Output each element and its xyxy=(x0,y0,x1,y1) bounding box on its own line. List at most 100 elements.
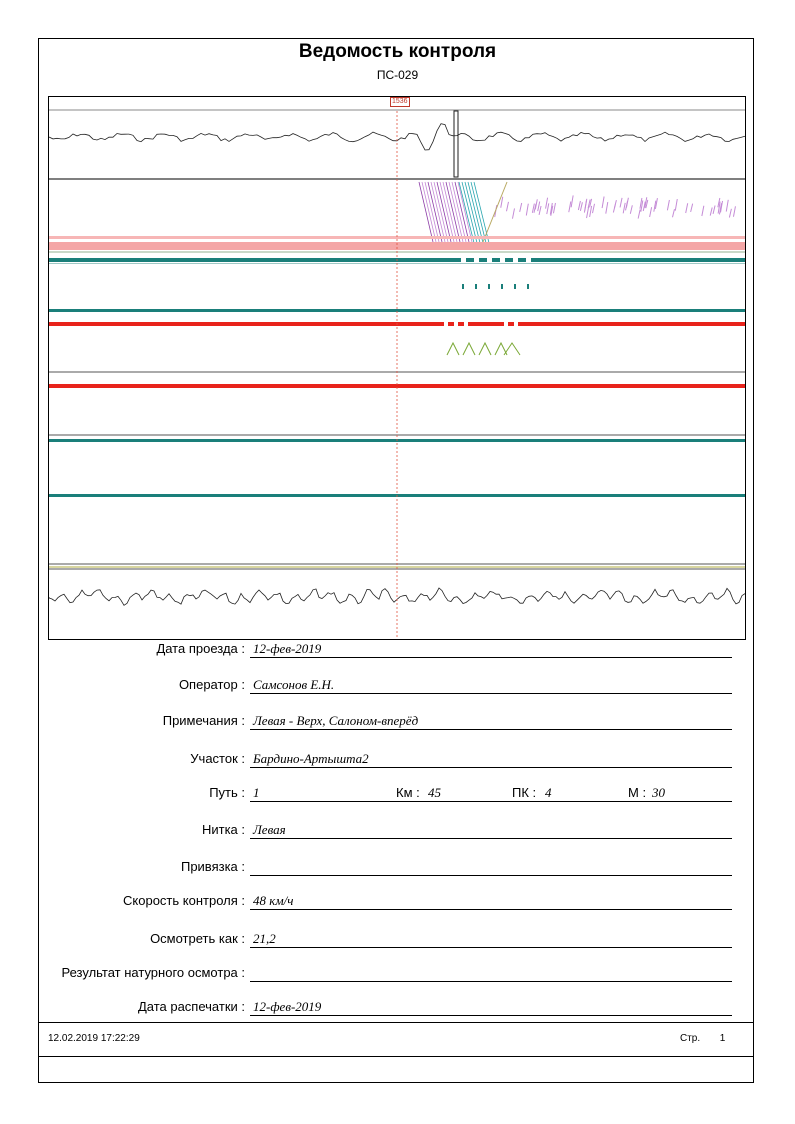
reflection-mark xyxy=(587,199,591,209)
m-value: 30 xyxy=(652,785,665,800)
page-number: 1 xyxy=(719,1033,726,1044)
field-underline xyxy=(250,729,732,730)
field-underline xyxy=(250,875,732,876)
echo-gap xyxy=(464,321,468,327)
field-operator: Оператор : Самсонов Е.Н. xyxy=(0,677,795,697)
reflection-mark xyxy=(552,202,556,214)
reflection-mark xyxy=(525,203,529,216)
pink-band xyxy=(49,236,745,239)
reflection-mark xyxy=(690,203,694,213)
reflection-mark xyxy=(644,197,648,208)
reflection-mark xyxy=(442,181,458,243)
pk-value: 4 xyxy=(545,785,552,800)
echo-dash xyxy=(501,284,503,289)
position-marker: 1536 xyxy=(390,97,410,107)
page-title: Ведомость контроля xyxy=(298,41,497,62)
echo-gap xyxy=(500,255,505,262)
field-value: Левая - Верх, Салоном-вперёд xyxy=(253,713,419,728)
chevron-mark xyxy=(446,341,460,356)
footer-printed-at: 12.02.2019 17:22:29 xyxy=(48,1033,140,1044)
field-underline xyxy=(250,909,732,910)
reflection-mark xyxy=(586,206,590,219)
reflection-mark xyxy=(550,205,554,216)
echo-gap xyxy=(487,255,492,262)
field-underline xyxy=(250,981,732,982)
field-value: Бардино-Артышта2 xyxy=(253,751,369,766)
reflection-mark xyxy=(577,200,581,211)
reflection-mark xyxy=(451,181,467,243)
reflection-mark xyxy=(640,200,644,212)
field-underline xyxy=(250,693,732,694)
field-underline xyxy=(250,767,732,768)
field-label: Результат натурного осмотра : xyxy=(61,965,246,980)
reflection-mark xyxy=(666,199,670,211)
echo-gap xyxy=(513,255,518,262)
field-label: Дата распечатки : xyxy=(137,999,245,1014)
reflection-mark xyxy=(589,205,593,218)
reflection-mark xyxy=(701,205,705,217)
reflection-mark xyxy=(418,181,434,243)
reflection-mark xyxy=(645,199,649,209)
echo-gap xyxy=(454,321,458,327)
page-label: Стр. xyxy=(680,1033,701,1044)
reflection-mark xyxy=(685,203,689,214)
reflection-mark xyxy=(725,199,729,212)
field-notes: Примечания : Левая - Верх, Салоном-вперё… xyxy=(0,713,795,733)
reflection-mark xyxy=(545,197,549,209)
chevron-mark xyxy=(503,342,521,356)
echo-gap xyxy=(444,321,448,327)
reflection-mark xyxy=(584,198,588,211)
reflection-mark xyxy=(519,202,523,212)
field-label: Привязка : xyxy=(180,859,245,874)
reflection-mark xyxy=(728,208,732,218)
field-label: Оператор : xyxy=(178,677,245,692)
reflection-mark xyxy=(448,181,464,243)
reflection-mark xyxy=(537,201,541,212)
pk-label: ПК : xyxy=(512,785,537,800)
km-label: Км : xyxy=(396,785,420,800)
field-print-date: Дата распечатки : 12-фев-2019 xyxy=(0,999,795,1019)
field-underline xyxy=(250,801,732,802)
field-value: 12-фев-2019 xyxy=(253,641,322,656)
echo-gap xyxy=(461,255,466,262)
reflection-mark xyxy=(445,181,461,243)
scan-chart xyxy=(48,96,746,640)
reflection-mark xyxy=(612,204,616,213)
reflection-mark xyxy=(579,202,583,211)
reflection-mark xyxy=(421,181,437,243)
field-rail: Нитка : Левая xyxy=(0,822,795,842)
reflection-mark xyxy=(424,181,440,243)
field-underline xyxy=(250,657,732,658)
reflection-mark xyxy=(637,209,641,219)
reflection-mark xyxy=(538,205,542,216)
reflection-mark xyxy=(709,207,713,216)
reflection-mark xyxy=(439,181,455,243)
field-value: Левая xyxy=(253,822,286,837)
reflection-mark xyxy=(500,196,504,208)
field-section: Участок : Бардино-Артышта2 xyxy=(0,751,795,771)
field-value: 1 xyxy=(253,785,260,800)
field-underline xyxy=(250,947,732,948)
echo-dash xyxy=(462,284,464,289)
field-label: Примечания : xyxy=(162,713,245,728)
reflection-mark xyxy=(549,202,553,215)
reflection-mark xyxy=(436,181,452,243)
reflection-mark xyxy=(533,203,537,213)
reflection-mark xyxy=(601,196,605,209)
echo-gap xyxy=(526,255,531,262)
reflection-mark xyxy=(568,201,572,213)
field-binding: Привязка : xyxy=(0,859,795,879)
reflection-mark xyxy=(570,195,574,208)
reflection-mark xyxy=(433,181,449,243)
bottom-waveform xyxy=(49,587,745,606)
reflection-mark xyxy=(622,202,626,214)
field-underline xyxy=(250,838,732,839)
footer-divider xyxy=(38,1022,754,1023)
reflection-mark xyxy=(625,197,629,208)
chevron-mark xyxy=(478,341,492,356)
pink-band xyxy=(49,242,745,250)
reflection-mark xyxy=(639,197,643,209)
field-underline xyxy=(250,1015,732,1016)
field-value: Самсонов Е.Н. xyxy=(253,677,335,692)
echo-dash xyxy=(475,284,477,289)
